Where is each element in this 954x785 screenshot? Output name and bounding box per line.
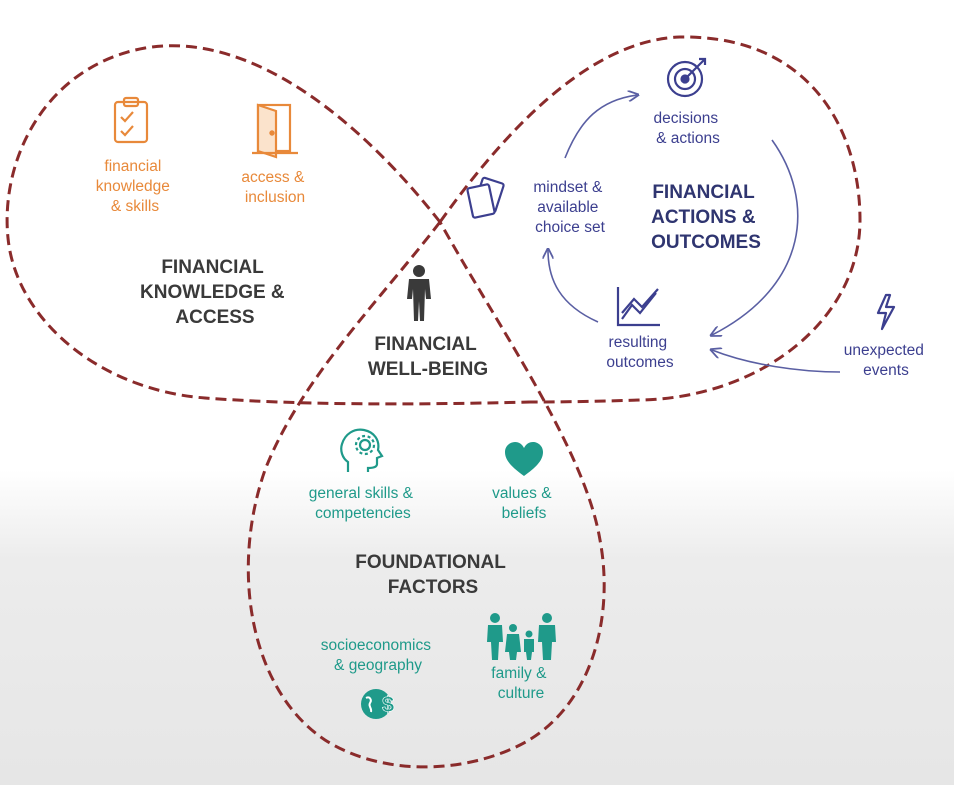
svg-text:access & inclusion: access & inclusion [241, 169, 308, 206]
foundation-loop [246, 221, 606, 769]
lightning-icon [876, 293, 896, 331]
door-icon [252, 103, 298, 159]
foundation-item-label-line: competencies [315, 505, 411, 522]
knowledge-item-label-line: knowledge [96, 178, 170, 195]
svg-text:mindset & available ch: mindset & available choice set [533, 179, 606, 236]
family-icon [487, 613, 556, 660]
knowledge-item-label-line: & skills [111, 198, 159, 215]
svg-text:unexpected events: unexpected events [844, 342, 928, 379]
foundation-item-label-line: values & [492, 485, 552, 502]
cycle-arrows [548, 95, 841, 373]
svg-text:financial knowledge &: financial knowledge & skills [96, 158, 174, 215]
foundation-title: FOUNDATIONAL FACTORS [355, 552, 511, 598]
head-gear-icon [340, 428, 384, 472]
knowledge-title: FINANCIAL KNOWLEDGE & ACCESS [140, 257, 290, 328]
arrow-mindset-to-decisions [564, 95, 637, 159]
actions-item-label-line: resulting [609, 334, 668, 351]
knowledge-item-label-line: access & [241, 169, 305, 186]
actions-item-label-line: outcomes [606, 354, 673, 371]
target-icon [666, 57, 707, 98]
foundation-item-label-line: beliefs [502, 505, 547, 522]
svg-text:family & culture: family & culture [491, 665, 550, 702]
cards-icon [466, 176, 505, 219]
foundation-item-label-line: family & [491, 665, 547, 682]
arrow-decisions-to-outcomes [712, 139, 799, 335]
actions-loop [438, 35, 862, 404]
knowledge-loop [5, 44, 531, 406]
foundation-item-label-line: general skills & [309, 485, 414, 502]
actions-item-label-line: mindset & [533, 179, 603, 196]
foundation-item-label-line: culture [498, 685, 545, 702]
heart-icon [505, 442, 543, 476]
svg-text:decisions & actions: decisions & actions [654, 110, 723, 147]
external-label-line: unexpected [844, 342, 924, 359]
actions-item-label-line: choice set [535, 219, 605, 236]
arrow-outcomes-to-mindset [548, 250, 599, 323]
svg-text:values & beliefs: values & beliefs [492, 485, 556, 522]
svg-text:socioeconomics & geography: socioeconomics & geography [321, 637, 436, 674]
loop-outlines [5, 35, 862, 769]
actions-item-label-line: decisions [654, 110, 719, 127]
svg-text:resulting outcomes: resulting outcomes [606, 334, 673, 371]
knowledge-item-label-line: inclusion [245, 189, 305, 206]
person-icon [407, 265, 431, 321]
center-title: FINANCIAL WELL-BEING [368, 334, 488, 380]
actions-title: FINANCIAL ACTIONS & OUTCOMES [651, 182, 761, 253]
arrow-events-to-outcomes [712, 350, 841, 373]
clipboard-check-icon [113, 96, 149, 144]
actions-item-label-line: & actions [656, 130, 720, 147]
foundation-item-label-line: & geography [334, 657, 422, 674]
svg-text:general skills & competenc: general skills & competencies [309, 485, 418, 522]
external-label-line: events [863, 362, 909, 379]
actions-item-label-line: available [537, 199, 598, 216]
globe-dollar-icon: $ [361, 689, 395, 719]
foundation-item-label-line: socioeconomics [321, 637, 432, 654]
svg-text:$: $ [382, 692, 394, 717]
knowledge-item-label-line: financial [104, 158, 161, 175]
line-chart-icon [616, 287, 660, 327]
